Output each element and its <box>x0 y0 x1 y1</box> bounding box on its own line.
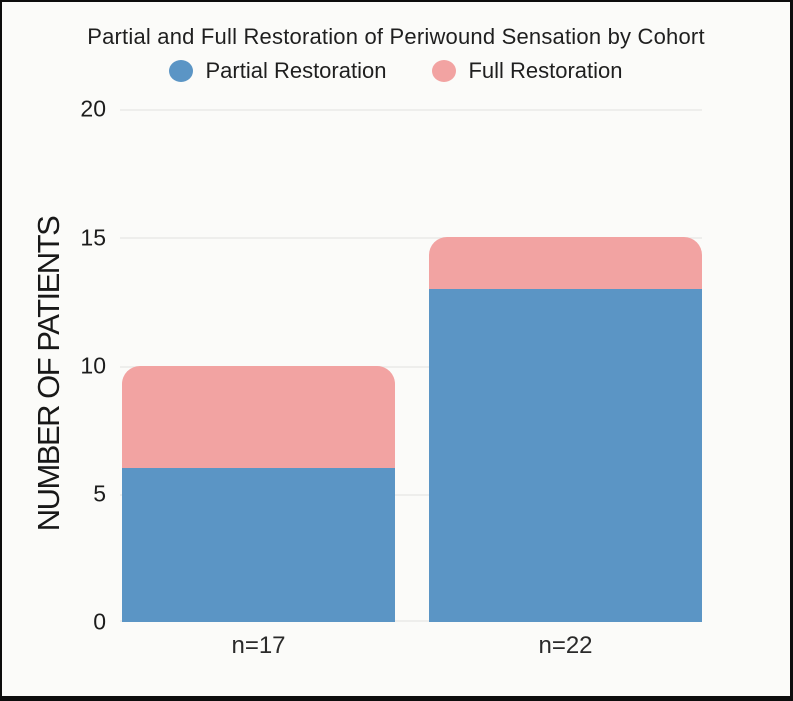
x-label-n17: n=17 <box>231 632 286 659</box>
legend-label-partial: Partial Restoration <box>205 58 387 83</box>
legend-item-partial-restoration: Partial Restoration <box>169 58 386 84</box>
legend-item-full-restoration: Full Restoration <box>432 58 623 84</box>
x-label-n22: n=22 <box>538 632 593 659</box>
chart-title: Partial and Full Restoration of Periwoun… <box>87 24 705 49</box>
y-tick-5: 5 <box>93 480 106 507</box>
gridline-15 <box>120 237 702 240</box>
y-tick-20: 20 <box>80 95 106 122</box>
gridline-10 <box>120 365 702 368</box>
y-tick-0: 0 <box>93 608 106 635</box>
bar-n17 <box>122 365 395 622</box>
plot-area <box>120 109 702 622</box>
gridline-20 <box>120 109 702 111</box>
bar-n17-full-restoration-segment <box>122 365 395 469</box>
bar-n17-partial-restoration-segment <box>122 468 395 622</box>
legend-label-full: Full Restoration <box>468 58 623 83</box>
bar-n22 <box>429 237 702 622</box>
gridline-0 <box>120 620 702 622</box>
bar-n22-partial-restoration-segment <box>429 288 702 622</box>
bar-n22-full-restoration-segment <box>429 237 702 289</box>
legend: Partial Restoration Full Restoration <box>2 58 790 84</box>
gridline-5 <box>120 493 702 496</box>
full-restoration-swatch-icon <box>432 60 457 82</box>
y-tick-10: 10 <box>80 352 106 379</box>
partial-restoration-swatch-icon <box>169 60 194 82</box>
y-tick-15: 15 <box>80 224 106 251</box>
